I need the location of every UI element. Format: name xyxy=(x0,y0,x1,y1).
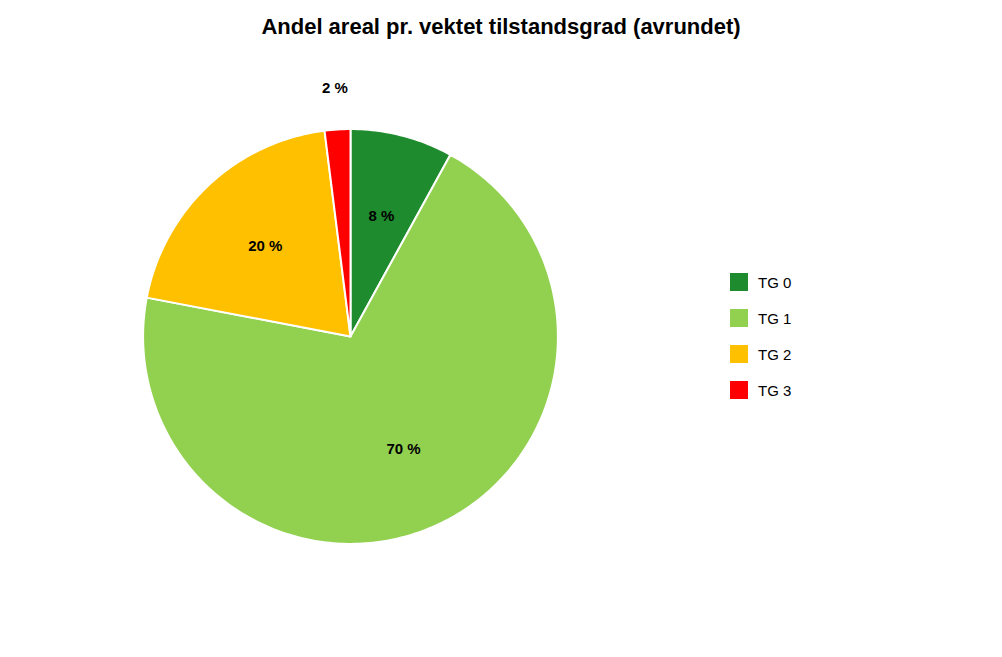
html-text:TG 3: TG 3 xyxy=(758,381,792,399)
svg-text:20 %: 20 % xyxy=(248,237,282,254)
html-text:TG 1: TG 1 xyxy=(758,309,792,327)
html-text:TG 0: TG 0 xyxy=(758,273,792,291)
svg-text:70 %: 70 % xyxy=(386,440,420,457)
svg-text:2 %: 2 % xyxy=(322,79,348,96)
svg-text:8 %: 8 % xyxy=(369,207,395,224)
html-text:Andel areal pr. vektet tilstan: Andel areal pr. vektet tilstandsgrad (av… xyxy=(261,14,741,39)
html-text:TG 2: TG 2 xyxy=(758,345,792,363)
